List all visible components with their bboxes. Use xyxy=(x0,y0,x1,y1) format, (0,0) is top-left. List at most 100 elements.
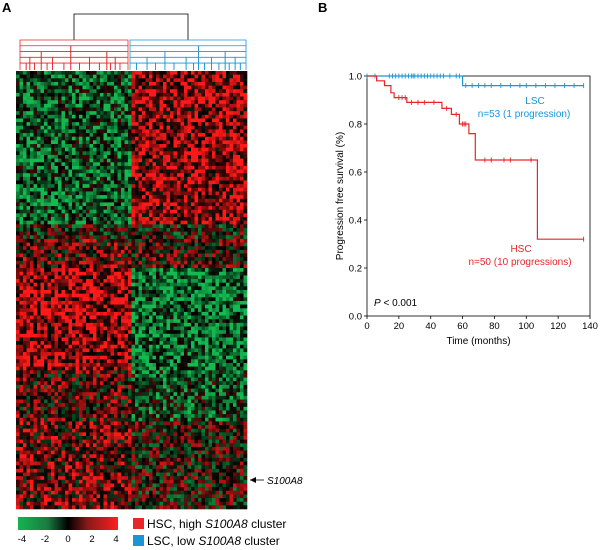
heatmap-cell xyxy=(58,140,62,145)
heatmap-cell xyxy=(131,392,136,397)
heatmap-cell xyxy=(30,198,34,203)
heatmap-cell xyxy=(26,414,31,419)
heatmap-cell xyxy=(110,377,115,382)
heatmap-cell xyxy=(65,403,69,408)
heatmap-cell xyxy=(124,311,129,316)
heatmap-cell xyxy=(51,359,55,364)
heatmap-cell xyxy=(110,100,115,105)
heatmap-cell xyxy=(54,224,59,229)
heatmap-cell xyxy=(19,490,24,495)
heatmap-cell xyxy=(93,384,97,389)
heatmap-cell xyxy=(68,373,73,378)
heatmap-cell xyxy=(33,206,38,210)
heatmap-cell xyxy=(37,206,41,210)
heatmap-cell xyxy=(138,173,143,178)
heatmap-cell xyxy=(128,457,132,462)
heatmap-cell xyxy=(89,395,94,400)
heatmap-cell xyxy=(121,308,125,313)
heatmap-cell xyxy=(68,498,73,502)
heatmap-cell xyxy=(54,425,59,429)
heatmap-cell xyxy=(44,111,48,116)
heatmap-cell xyxy=(131,348,136,353)
heatmap-cell xyxy=(75,465,80,470)
heatmap-cell xyxy=(79,348,83,353)
heatmap-cell xyxy=(47,81,52,86)
heatmap-cell xyxy=(58,173,62,178)
heatmap-cell xyxy=(96,282,101,287)
dendrogram-branch xyxy=(228,62,236,69)
heatmap-cell xyxy=(82,290,87,294)
heatmap-cell xyxy=(75,107,80,112)
heatmap-cell xyxy=(44,439,48,444)
heatmap-cell xyxy=(30,74,34,79)
heatmap-cell xyxy=(19,399,24,404)
heatmap-cell xyxy=(145,300,150,305)
heatmap-cell xyxy=(93,100,97,105)
heatmap-cell xyxy=(135,176,139,181)
heatmap-cell xyxy=(93,457,97,462)
heatmap-cell xyxy=(114,359,118,364)
heatmap-cell xyxy=(145,103,150,108)
heatmap-cell xyxy=(103,111,108,116)
heatmap-cell xyxy=(51,392,55,397)
heatmap-cell xyxy=(86,162,90,167)
heatmap-cell xyxy=(121,154,125,159)
heatmap-cell xyxy=(138,158,143,163)
heatmap-cell xyxy=(110,129,115,134)
heatmap-cell xyxy=(142,209,146,214)
heatmap-cell xyxy=(152,450,157,455)
heatmap-cell xyxy=(51,103,55,108)
heatmap-cell xyxy=(82,417,87,422)
heatmap-cell xyxy=(37,392,41,397)
heatmap-cell xyxy=(86,425,90,429)
heatmap-cell xyxy=(54,392,59,397)
heatmap-cell xyxy=(54,209,59,214)
heatmap-cell xyxy=(51,114,55,119)
heatmap-cell xyxy=(142,242,146,247)
heatmap-cell xyxy=(145,89,150,94)
heatmap-cell xyxy=(103,249,108,254)
heatmap-cell xyxy=(40,311,45,316)
heatmap-cell xyxy=(107,359,111,364)
heatmap-cell xyxy=(121,300,125,305)
heatmap-cell xyxy=(58,103,62,108)
heatmap-cell xyxy=(19,96,24,101)
heatmap-cell xyxy=(149,308,153,313)
heatmap-cell xyxy=(110,403,115,408)
heatmap-cell xyxy=(93,140,97,145)
heatmap-cell xyxy=(114,162,118,167)
heatmap-cell xyxy=(135,147,139,152)
heatmap-cell xyxy=(152,476,157,481)
heatmap-cell xyxy=(117,202,122,207)
heatmap-cell xyxy=(79,290,83,294)
heatmap-cell xyxy=(23,238,27,243)
heatmap-cell xyxy=(89,235,94,240)
heatmap-cell xyxy=(117,246,122,251)
heatmap-cell xyxy=(40,377,45,382)
heatmap-cell xyxy=(37,187,41,192)
heatmap-cell xyxy=(121,399,125,404)
heatmap-cell xyxy=(44,315,48,320)
heatmap-cell xyxy=(61,505,66,510)
heatmap-cell xyxy=(54,158,59,163)
heatmap-cell xyxy=(44,465,48,470)
heatmap-cell xyxy=(65,293,69,298)
heatmap-cell xyxy=(89,333,94,338)
heatmap-cell xyxy=(121,505,125,510)
heatmap-cell xyxy=(33,151,38,156)
heatmap-cell xyxy=(152,490,157,495)
heatmap-cell xyxy=(117,118,122,123)
heatmap-cell xyxy=(75,384,80,389)
heatmap-cell xyxy=(72,184,76,189)
heatmap-cell xyxy=(152,377,157,382)
heatmap-cell xyxy=(40,333,45,338)
heatmap-cell xyxy=(121,468,125,473)
heatmap-cell xyxy=(16,217,20,221)
heatmap-cell xyxy=(156,154,160,159)
heatmap-cell xyxy=(37,443,41,448)
heatmap-cell xyxy=(103,96,108,101)
heatmap-cell xyxy=(93,330,97,335)
heatmap-cell xyxy=(93,249,97,254)
heatmap-cell xyxy=(30,169,34,174)
heatmap-cell xyxy=(19,195,24,200)
